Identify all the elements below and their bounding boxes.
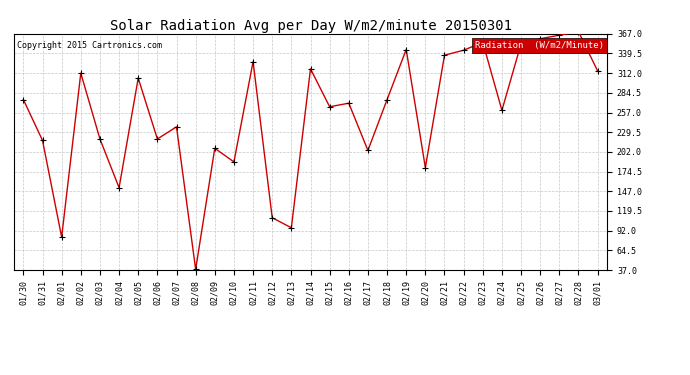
- Title: Solar Radiation Avg per Day W/m2/minute 20150301: Solar Radiation Avg per Day W/m2/minute …: [110, 19, 511, 33]
- Text: Radiation  (W/m2/Minute): Radiation (W/m2/Minute): [475, 41, 604, 50]
- Text: Copyright 2015 Cartronics.com: Copyright 2015 Cartronics.com: [17, 41, 161, 50]
